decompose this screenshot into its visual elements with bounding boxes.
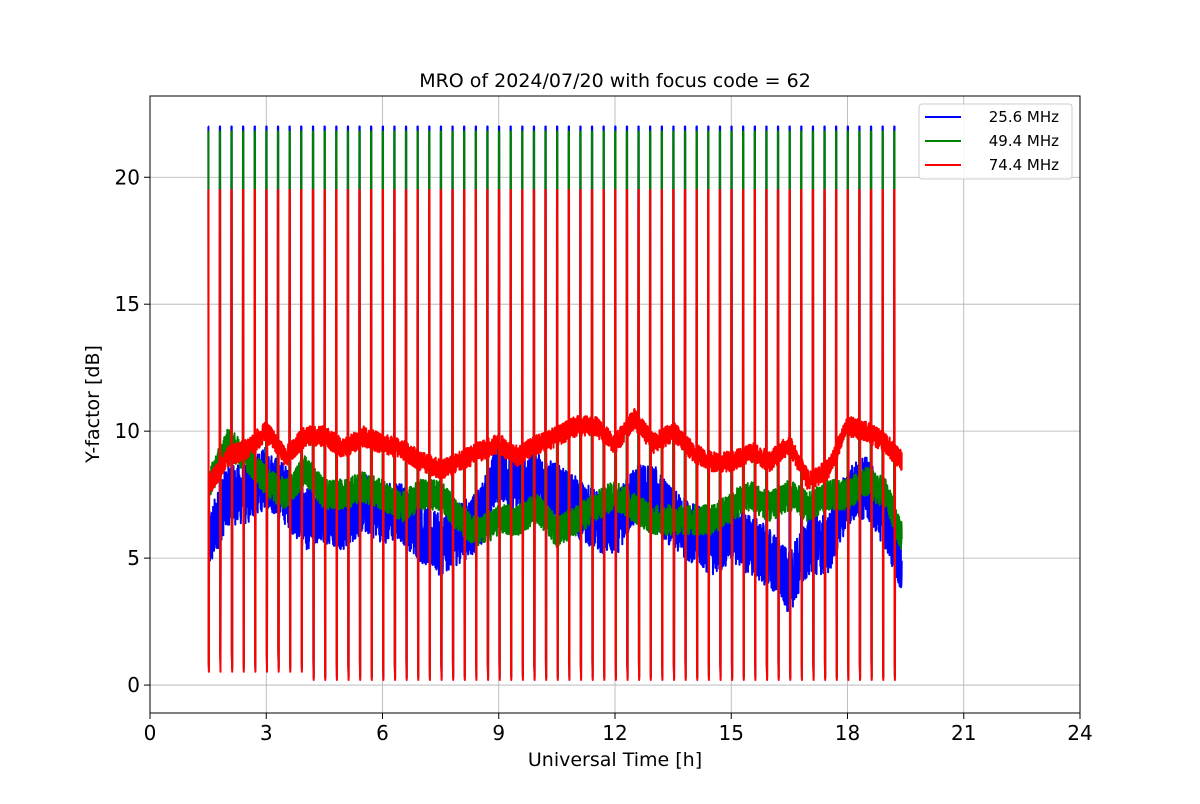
x-tick-label: 12 xyxy=(602,721,627,745)
y-axis-label: Y-factor [dB] xyxy=(82,345,104,464)
legend-label: 74.4 MHz xyxy=(989,156,1059,174)
legend: 25.6 MHz 49.4 MHz 74.4 MHz xyxy=(918,103,1073,180)
x-tick-label: 0 xyxy=(144,721,157,745)
y-tick-label: 0 xyxy=(127,673,140,697)
y-tick-label: 20 xyxy=(115,165,140,189)
x-tick-label: 18 xyxy=(835,721,860,745)
data-series xyxy=(207,125,903,681)
x-tick-label: 15 xyxy=(719,721,744,745)
legend-label: 25.6 MHz xyxy=(989,108,1059,126)
y-tick-label: 10 xyxy=(115,419,140,443)
x-tick-label: 6 xyxy=(376,721,389,745)
x-tick-label: 3 xyxy=(260,721,273,745)
legend-label: 49.4 MHz xyxy=(989,132,1059,150)
x-tick-label: 9 xyxy=(492,721,505,745)
legend-box xyxy=(918,103,1073,180)
axis-ticks: 0 3 6 9 12 15 18 21 24 0 5 10 15 20 xyxy=(115,165,1093,745)
x-tick-label: 24 xyxy=(1067,721,1092,745)
y-tick-label: 15 xyxy=(115,292,140,316)
x-axis-label: Universal Time [h] xyxy=(528,749,702,771)
chart-title: MRO of 2024/07/20 with focus code = 62 xyxy=(419,70,811,92)
y-tick-label: 5 xyxy=(127,546,140,570)
series-line-49-4-mhz xyxy=(207,130,903,679)
x-tick-label: 21 xyxy=(951,721,976,745)
series-line-74-4-mhz xyxy=(207,188,903,681)
